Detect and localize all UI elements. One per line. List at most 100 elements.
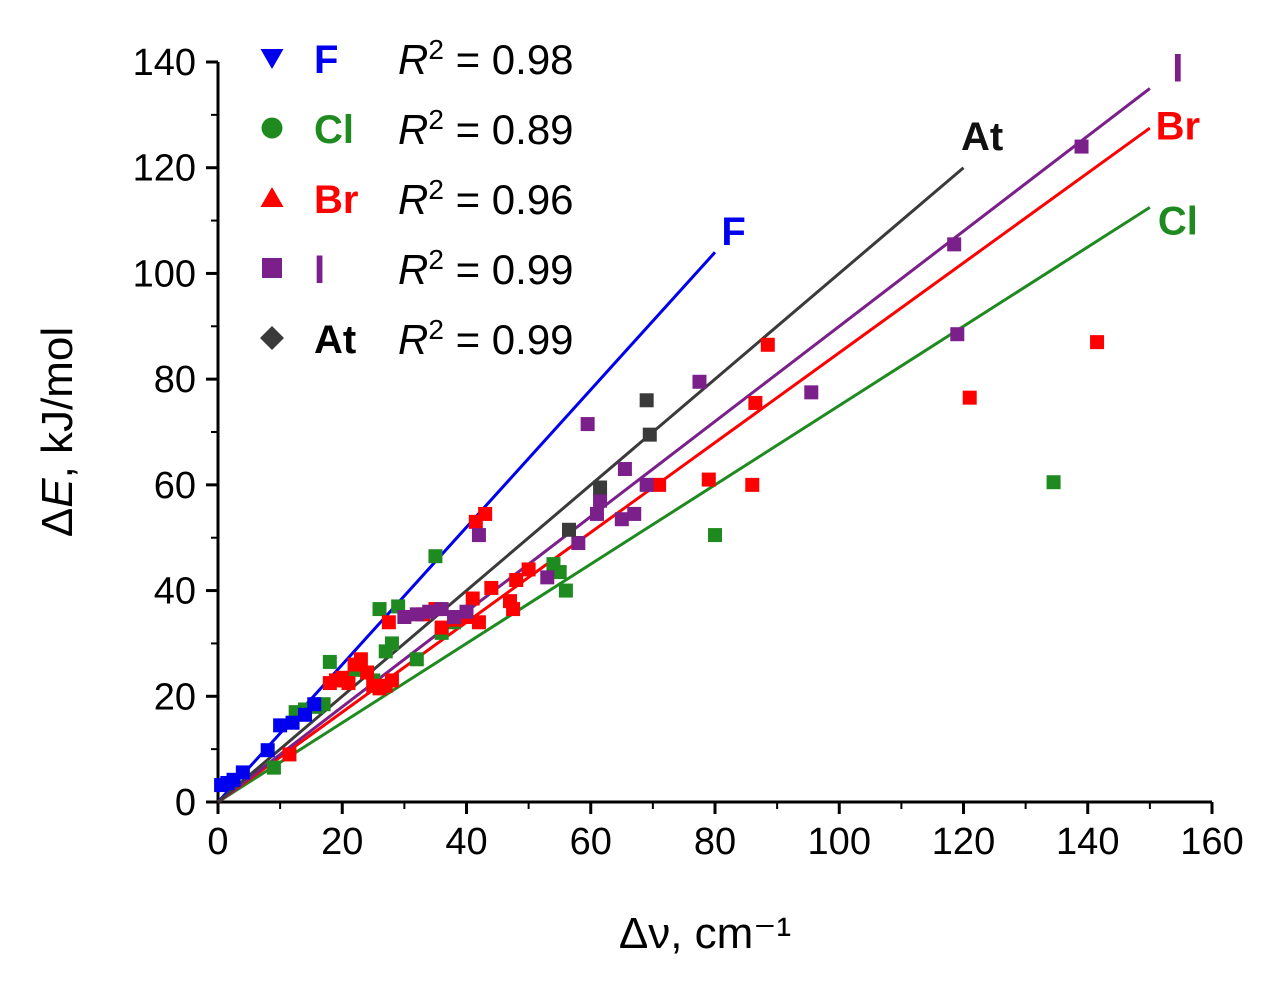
data-point-f xyxy=(235,765,250,780)
data-point-cl xyxy=(428,549,443,564)
x-axis-title: Δν, cm⁻¹ xyxy=(619,909,791,958)
data-point-br xyxy=(652,477,667,492)
x-tick-label: 20 xyxy=(321,821,363,863)
data-point-br xyxy=(360,665,375,680)
data-point-i xyxy=(434,602,449,617)
y-tick-label: 60 xyxy=(154,465,196,507)
x-tick-label: 40 xyxy=(445,821,487,863)
data-point-at xyxy=(642,427,657,442)
y-tick-label: 40 xyxy=(154,571,196,613)
data-point-br xyxy=(962,390,977,405)
data-point-f xyxy=(285,715,300,730)
data-point-i xyxy=(627,506,642,521)
data-point-br xyxy=(521,562,536,577)
data-point-br xyxy=(471,615,486,630)
data-point-br xyxy=(465,591,480,606)
data-point-i xyxy=(617,462,632,476)
legend-marker-cl xyxy=(261,117,283,139)
data-point-cl xyxy=(1046,475,1061,490)
x-tick-label: 140 xyxy=(1056,821,1119,863)
fit-line-cl xyxy=(217,206,1151,804)
data-point-br xyxy=(353,652,368,667)
data-point-br xyxy=(509,573,524,587)
data-point-i xyxy=(1074,139,1089,154)
data-point-at xyxy=(639,393,654,408)
data-point-cl xyxy=(372,602,387,617)
data-point-br xyxy=(478,506,493,521)
data-point-i xyxy=(692,374,707,389)
y-axis-title: ΔE, kJ/mol xyxy=(33,327,82,537)
x-tick-label: 100 xyxy=(808,821,871,863)
line-label-cl: Cl xyxy=(1158,200,1198,244)
x-tick-label: 60 xyxy=(570,821,612,863)
legend-r2-i: R2 = 0.99 xyxy=(398,244,574,294)
y-tick-label: 140 xyxy=(133,42,196,84)
y-tick-label: 100 xyxy=(133,253,196,295)
x-tick-label: 0 xyxy=(207,821,228,863)
x-tick-label: 80 xyxy=(694,821,736,863)
legend-r2-f: R2 = 0.98 xyxy=(398,34,574,84)
legend-marker-at xyxy=(260,326,284,350)
legend-r2-at: R2 = 0.99 xyxy=(398,314,574,364)
data-point-cl xyxy=(708,528,722,543)
data-point-f xyxy=(297,707,312,722)
data-point-i xyxy=(593,493,608,508)
legend-label-at: At xyxy=(314,318,356,362)
data-point-br xyxy=(760,337,775,352)
data-point-i xyxy=(471,528,486,543)
legend-marker-i xyxy=(262,258,282,278)
line-label-at: At xyxy=(961,115,1003,159)
data-point-i xyxy=(580,417,595,432)
data-point-i xyxy=(614,512,629,527)
data-point-at xyxy=(562,522,577,537)
line-label-f: F xyxy=(721,210,745,254)
line-labels: F At I Br Cl xyxy=(721,46,1200,254)
data-point-i xyxy=(409,607,424,622)
data-point-i xyxy=(447,610,462,624)
data-point-br xyxy=(484,580,499,595)
data-point-i xyxy=(639,477,654,492)
data-point-br xyxy=(745,477,760,492)
data-point-br xyxy=(384,673,399,688)
legend-label-br: Br xyxy=(314,178,358,222)
x-tick-label: 120 xyxy=(932,821,995,863)
data-point-cl xyxy=(558,583,573,598)
data-point-cl xyxy=(384,636,399,651)
data-point-i xyxy=(589,506,604,521)
data-point-br xyxy=(701,472,716,487)
data-point-f xyxy=(273,718,288,733)
legend: F R2 = 0.98 Cl R2 = 0.89 Br R2 = 0.96 I R2 = 0.… xyxy=(260,34,574,364)
y-tick-label: 0 xyxy=(175,782,196,824)
y-tick-label: 120 xyxy=(133,148,196,190)
data-point-br xyxy=(341,676,356,691)
data-point-i xyxy=(422,604,437,619)
legend-label-cl: Cl xyxy=(314,108,354,152)
data-point-br xyxy=(748,395,763,410)
y-tick-label: 80 xyxy=(154,359,196,401)
data-point-i xyxy=(459,604,474,619)
data-point-br xyxy=(282,747,297,762)
data-point-f xyxy=(307,697,322,712)
data-point-cl xyxy=(409,652,424,667)
line-label-i: I xyxy=(1172,46,1183,90)
y-tick-label: 20 xyxy=(154,676,196,718)
data-point-at xyxy=(593,480,608,495)
legend-r2-cl: R2 = 0.89 xyxy=(398,104,574,154)
line-label-br: Br xyxy=(1156,104,1200,148)
data-point-cl xyxy=(266,760,281,775)
data-point-i xyxy=(950,327,965,342)
fit-line-at xyxy=(217,166,965,804)
data-points xyxy=(214,139,1105,793)
legend-marker-f xyxy=(260,49,284,69)
data-point-br xyxy=(1090,335,1105,350)
data-point-br xyxy=(434,620,449,635)
data-point-br xyxy=(381,615,396,630)
data-point-cl xyxy=(322,654,337,669)
x-tick-label: 160 xyxy=(1180,821,1243,863)
legend-label-i: I xyxy=(314,248,325,292)
data-point-i xyxy=(804,385,819,400)
data-point-cl xyxy=(391,599,406,614)
data-point-i xyxy=(571,536,586,550)
data-point-i xyxy=(397,610,412,624)
